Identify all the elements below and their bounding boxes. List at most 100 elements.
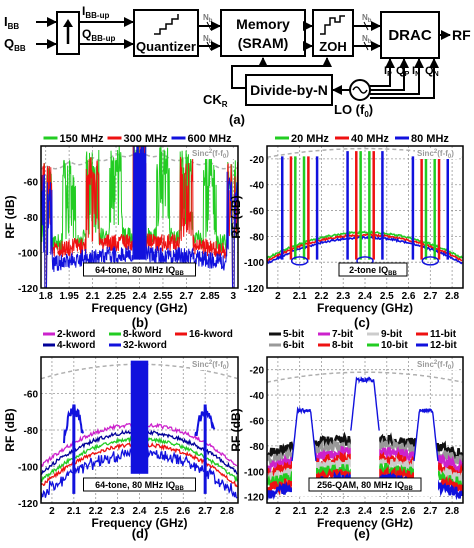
y-tick-label: -120 <box>244 493 264 504</box>
y-tick-label: -120 <box>18 499 38 510</box>
annotation-label: 2-tone IQBB <box>349 265 397 277</box>
sinc-label-bg <box>190 148 234 159</box>
y-tick-label: -20 <box>250 155 265 166</box>
bus-slash-2 <box>206 41 212 51</box>
x-tick-label: 2.8 <box>445 506 459 517</box>
y-tick-label: -100 <box>244 467 264 478</box>
y-axis-label: RF (dB) <box>3 408 17 451</box>
x-tick-label: 2.85 <box>200 291 220 302</box>
sig-i-up-label: IBB-up <box>82 4 109 20</box>
y-tick-label: -20 <box>250 366 265 377</box>
legend-entry: 2-kword <box>57 329 95 340</box>
y-axis-label: RF (dB) <box>229 195 243 238</box>
memory-sram-label: (SRAM) <box>238 35 289 51</box>
x-axis-label: Frequency (GHz) <box>317 301 413 315</box>
nb-label-4: Nb <box>362 34 372 45</box>
legend-entry: 6-bit <box>283 340 305 351</box>
x-tick-label: 1.8 <box>39 291 53 302</box>
legend-entry: 4-kword <box>57 340 95 351</box>
sinc-label: Sinc2(f-f0) <box>192 149 229 160</box>
sinc-label: Sinc2(f-f0) <box>417 360 454 371</box>
block-diagram: IBB QBB IBB-up QBB-up Quantizer Nb Nb Me… <box>4 4 471 127</box>
y-tick-label: -60 <box>24 178 39 189</box>
rf-output-label: RF <box>452 27 471 43</box>
annotation-box <box>338 262 408 277</box>
legend-entry: 20 MHz <box>291 133 329 145</box>
annotation-label: 256-QAM, 80 MHz IQBB <box>317 480 413 492</box>
x-tick-label: 2.5 <box>154 506 168 517</box>
ck-label: CKR <box>203 92 228 109</box>
x-tick-label: 2.5 <box>380 506 394 517</box>
image-bump <box>290 256 309 266</box>
legend: 150 MHz 300 MHz 600 MHz <box>43 133 233 145</box>
x-tick-label: 2.4 <box>133 291 147 302</box>
legend: 2-kword 8-kword 16-kword 4-kword 32-kword <box>43 329 233 351</box>
x-tick-label: 2.5 <box>380 291 394 302</box>
quantizer-block <box>133 9 199 57</box>
legend-entry: 600 MHz <box>188 133 233 145</box>
y-tick-label: -60 <box>250 416 265 427</box>
panel-label-b: (b) <box>132 315 149 330</box>
wire-lo-qp <box>370 58 409 91</box>
sinc-label: Sinc2(f-f0) <box>417 149 454 160</box>
chart-b: 1.8 1.95 2.1 2.25 2.4 2.55 2.7 2.85 3 -60 -80 -100 -… <box>3 133 239 315</box>
y-axis-label: RF (dB) <box>229 408 243 451</box>
y-tick-label: -120 <box>244 284 264 295</box>
qam-channel-fill <box>292 408 316 497</box>
drac-label: DRAC <box>388 27 431 44</box>
x-tick-label: 2.4 <box>358 506 372 517</box>
x-tick-label: 2.7 <box>423 506 437 517</box>
x-tick-label: 2.6 <box>402 291 416 302</box>
annotation-label: 64-tone, 80 MHz IQBB <box>95 480 184 492</box>
legend-entry: 12-bit <box>430 340 457 351</box>
x-tick-label: 2.1 <box>293 291 307 302</box>
legend-entry: 5-bit <box>283 329 305 340</box>
up-arrow-icon <box>63 19 73 44</box>
plot-frame <box>40 145 239 289</box>
x-axis-label: Frequency (GHz) <box>91 301 187 315</box>
lo-ip-label: IP <box>384 65 392 78</box>
y-tick-label: -100 <box>244 258 264 269</box>
nb-label-2: Nb <box>203 34 213 45</box>
x-tick-label: 2.3 <box>111 506 125 517</box>
wire-lo-qn <box>370 58 439 99</box>
x-tick-label: 2.6 <box>176 506 190 517</box>
x-tick-label: 1.95 <box>59 291 79 302</box>
floor-80-mhz <box>267 235 463 265</box>
memory-block <box>220 9 306 57</box>
quantizer-label: Quantizer <box>136 39 196 54</box>
input-i-label: IBB <box>4 14 19 31</box>
y-tick-label: -100 <box>18 463 38 474</box>
legend-entry: 11-bit <box>430 329 457 340</box>
qam-channel <box>350 376 380 431</box>
legend-entry: 80 MHz <box>411 133 449 145</box>
qam-channel-fill <box>350 378 380 497</box>
y-tick-label: -80 <box>250 232 265 243</box>
y-tick-label: -100 <box>18 249 38 260</box>
drac-block <box>380 11 440 59</box>
x-axis-label: Frequency (GHz) <box>91 516 187 530</box>
legend-entry: 10-bit <box>381 340 408 351</box>
zoh-label: ZOH <box>319 39 346 54</box>
legend-entry: 40 MHz <box>351 133 389 145</box>
x-tick-label: 2 <box>49 506 55 517</box>
x-tick-label: 2.8 <box>220 506 234 517</box>
memory-label: Memory <box>236 16 290 32</box>
sinc-label-bg <box>415 359 459 370</box>
x-tick-label: 2.6 <box>402 506 416 517</box>
x-tick-label: 2.3 <box>336 291 350 302</box>
wire-lo-ip <box>370 58 395 87</box>
wire-lo-in <box>370 58 424 95</box>
lo-qp-label: QP <box>396 65 410 78</box>
y-tick-label: -40 <box>250 181 265 192</box>
sinc-label-bg <box>190 359 234 370</box>
y-tick-label: -80 <box>24 213 39 224</box>
plot-area <box>41 146 238 288</box>
chart-e: 2 2.1 2.2 2.3 2.4 2.5 2.6 2.7 2.8 -20 -40 -60 -80 -10… <box>229 329 464 530</box>
legend-entry: 9-bit <box>381 329 403 340</box>
chart-c: 2 2.1 2.2 2.3 2.4 2.5 2.6 2.7 2.8 -20 -40 -60 -80 -10… <box>229 133 464 315</box>
y-tick-label: -80 <box>24 426 39 437</box>
x-tick-label: 2.4 <box>358 291 372 302</box>
plot-frame <box>266 356 464 504</box>
floor-20-mhz <box>267 230 463 260</box>
